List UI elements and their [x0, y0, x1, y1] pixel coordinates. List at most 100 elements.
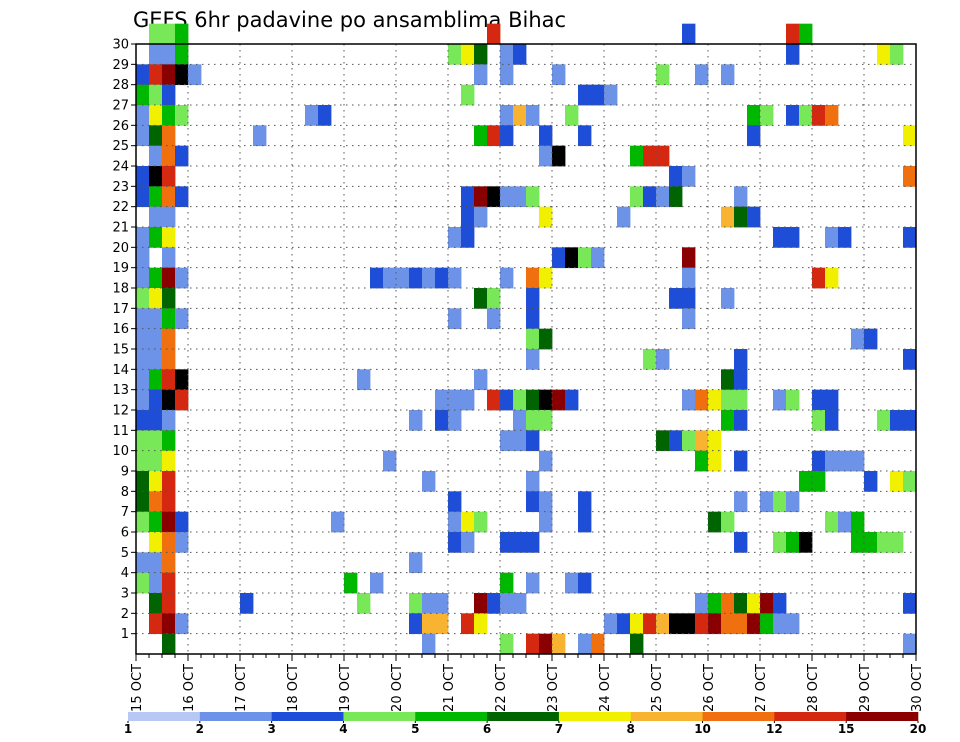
- heatmap-cell: [877, 410, 891, 431]
- heatmap-cell: [344, 572, 358, 594]
- heatmap-cell: [162, 308, 176, 330]
- heatmap-cell: [799, 532, 813, 553]
- heatmap-cell: [162, 166, 176, 187]
- heatmap-cell: [162, 410, 176, 431]
- heatmap-cell: [526, 349, 540, 370]
- heatmap-cell: [513, 593, 527, 614]
- x-tick-label: 29 OCT: [858, 664, 873, 712]
- heatmap-cell: [448, 410, 462, 431]
- heatmap-cell: [149, 511, 163, 533]
- heatmap-cell: [318, 105, 332, 126]
- heatmap-cell: [851, 450, 865, 472]
- heatmap-cell: [175, 186, 189, 208]
- heatmap-cell: [695, 389, 709, 411]
- heatmap-cell: [188, 64, 202, 86]
- heatmap-cell: [721, 410, 735, 431]
- heatmap-cell: [461, 44, 475, 65]
- heatmap-cell: [149, 369, 163, 391]
- heatmap-cell: [552, 633, 566, 655]
- heatmap-cell: [539, 491, 553, 513]
- heatmap-cell: [773, 593, 787, 614]
- heatmap-cell: [474, 593, 488, 614]
- heatmap-cell: [149, 389, 163, 411]
- heatmap-cell: [747, 613, 761, 635]
- x-tick-label: 19 OCT: [338, 664, 353, 712]
- heatmap-cell: [539, 389, 553, 411]
- heatmap-cell: [500, 267, 514, 289]
- heatmap-cell: [422, 471, 436, 492]
- heatmap-cell: [136, 349, 150, 370]
- heatmap-cell: [149, 64, 163, 86]
- y-tick-label: 21: [112, 221, 129, 236]
- heatmap-cell: [461, 186, 475, 208]
- heatmap-cell: [136, 572, 150, 594]
- colorbar-swatch: [846, 712, 919, 721]
- heatmap-cell: [851, 511, 865, 533]
- colorbar: 1 2 3 4 5 6 7 8 10 12 15 20: [124, 712, 926, 736]
- heatmap-cell: [565, 105, 579, 126]
- heatmap-cell: [136, 288, 150, 309]
- heatmap-cell: [669, 288, 683, 309]
- heatmap-cell: [175, 105, 189, 126]
- heatmap-cell: [474, 125, 488, 147]
- heatmap-cell: [435, 410, 449, 431]
- x-tick-label: 21 OCT: [442, 664, 457, 712]
- y-tick-label: 4: [121, 566, 129, 581]
- heatmap-cell: [461, 227, 475, 248]
- heatmap-cell: [812, 267, 826, 289]
- heatmap-cell: [149, 430, 163, 452]
- heatmap-cell: [708, 450, 722, 472]
- heatmap-cell: [136, 430, 150, 452]
- y-axis: 1234567891011121314151617181920212223242…: [112, 38, 136, 642]
- heatmap-cell: [149, 267, 163, 289]
- heatmap-cell: [461, 613, 475, 635]
- heatmap-cell: [500, 389, 514, 411]
- colorbar-swatch: [558, 712, 632, 721]
- heatmap-cell: [552, 64, 566, 86]
- colorbar-swatch: [487, 712, 560, 721]
- heatmap-cell: [162, 511, 176, 533]
- heatmap-cell: [903, 471, 917, 492]
- heatmap-cell: [474, 511, 488, 533]
- heatmap-cell: [630, 633, 644, 655]
- heatmap-cell: [669, 613, 683, 635]
- heatmap-cell: [357, 593, 371, 614]
- heatmap-cell: [162, 349, 176, 370]
- colorbar-label: 5: [411, 722, 419, 736]
- heatmap-cell: [136, 491, 150, 513]
- heatmap-cell: [669, 430, 683, 452]
- heatmap-cell: [409, 613, 423, 635]
- heatmap-cell: [162, 64, 176, 86]
- heatmap-cell: [162, 247, 176, 269]
- colorbar-swatch: [774, 712, 847, 721]
- y-tick-label: 3: [121, 587, 129, 602]
- x-tick-label: 28 OCT: [806, 664, 821, 712]
- heatmap-cell: [578, 247, 592, 269]
- heatmap-cell: [162, 288, 176, 309]
- heatmap-cell: [500, 44, 514, 65]
- heatmap-cell: [643, 613, 657, 635]
- heatmap-cell: [422, 633, 436, 655]
- heatmap-cell: [162, 572, 176, 594]
- y-tick-label: 6: [121, 526, 129, 541]
- heatmap-cell: [175, 64, 189, 86]
- heatmap-cell: [773, 389, 787, 411]
- heatmap-cell: [500, 532, 514, 553]
- heatmap-cell: [838, 227, 852, 248]
- heatmap-cell: [136, 227, 150, 248]
- y-tick-label: 29: [112, 58, 129, 73]
- heatmap-cell: [903, 593, 917, 614]
- x-tick-label: 20 OCT: [390, 664, 405, 712]
- heatmap-cell: [149, 84, 163, 106]
- x-axis: 15 OCT 16 OCT 17 OCT 18 OCT 19 OCT 20 OCT 21 O…: [130, 654, 925, 712]
- heatmap-cell: [682, 247, 696, 269]
- heatmap-cell: [682, 288, 696, 309]
- y-tick-label: 11: [112, 424, 129, 439]
- heatmap-cell: [643, 186, 657, 208]
- heatmap-cell: [136, 166, 150, 187]
- heatmap-cell: [721, 369, 735, 391]
- x-tick-label: 26 OCT: [702, 664, 717, 712]
- heatmap-cell: [812, 410, 826, 431]
- heatmap-cell: [643, 349, 657, 370]
- heatmap-cell: [643, 145, 657, 167]
